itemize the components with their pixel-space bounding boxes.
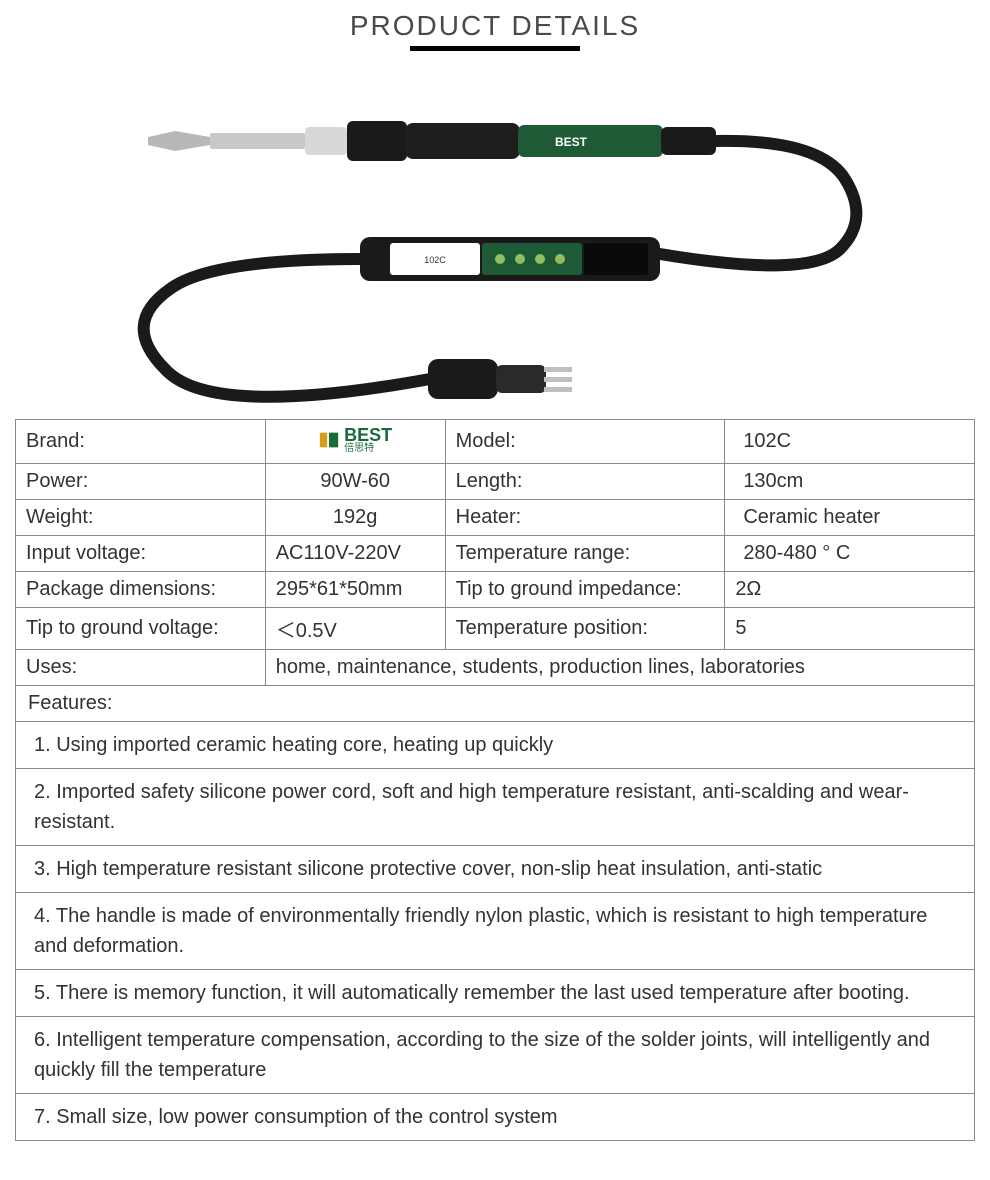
spec-value: AC110V-220V	[265, 536, 445, 572]
spec-row: Input voltage:AC110V-220VTemperature ran…	[16, 536, 975, 572]
svg-text:102C: 102C	[424, 255, 446, 265]
brand-logo-text: BEST	[344, 426, 392, 444]
spec-value: 90W-60	[265, 464, 445, 500]
spec-value: 280-480 ° C	[725, 536, 975, 572]
feature-text: 3. High temperature resistant silicone p…	[16, 846, 975, 893]
feature-text: 6. Intelligent temperature compensation,…	[16, 1017, 975, 1094]
soldering-iron-illustration: BEST 102C	[0, 59, 990, 419]
spec-value: 2Ω	[725, 572, 975, 608]
features-label: Features:	[16, 686, 975, 722]
spec-value: 5	[725, 608, 975, 650]
spec-key: Heater:	[445, 500, 725, 536]
spec-row: Tip to ground voltage:＜0.5VTemperature p…	[16, 608, 975, 650]
feature-text: 4. The handle is made of environmentally…	[16, 893, 975, 970]
spec-key: Input voltage:	[16, 536, 266, 572]
spec-key: Tip to ground impedance:	[445, 572, 725, 608]
feature-text: 1. Using imported ceramic heating core, …	[16, 722, 975, 769]
feature-row: 3. High temperature resistant silicone p…	[16, 846, 975, 893]
uses-row: Uses: home, maintenance, students, produ…	[16, 650, 975, 686]
feature-row: 4. The handle is made of environmentally…	[16, 893, 975, 970]
spec-key: Length:	[445, 464, 725, 500]
spec-value: 130cm	[725, 464, 975, 500]
features-header-row: Features:	[16, 686, 975, 722]
spec-key: Tip to ground voltage:	[16, 608, 266, 650]
spec-table: Brand:BEST倍思特Model:102CPower:90W-60Lengt…	[15, 419, 975, 1141]
feature-row: 2. Imported safety silicone power cord, …	[16, 769, 975, 846]
uses-label: Uses:	[16, 650, 266, 686]
title-underline	[410, 46, 580, 51]
spec-row: Package dimensions:295*61*50mmTip to gro…	[16, 572, 975, 608]
spec-value: Ceramic heater	[725, 500, 975, 536]
page-title: PRODUCT DETAILS	[0, 10, 990, 42]
spec-row: Power:90W-60Length:130cm	[16, 464, 975, 500]
svg-text:BEST: BEST	[555, 135, 588, 149]
spec-row: Weight:192gHeater:Ceramic heater	[16, 500, 975, 536]
spec-value: 102C	[725, 420, 975, 464]
feature-row: 7. Small size, low power consumption of …	[16, 1094, 975, 1141]
spec-value: ＜0.5V	[265, 608, 445, 650]
spec-key: Model:	[445, 420, 725, 464]
uses-value: home, maintenance, students, production …	[265, 650, 974, 686]
spec-key: Package dimensions:	[16, 572, 266, 608]
feature-text: 5. There is memory function, it will aut…	[16, 970, 975, 1017]
spec-key: Weight:	[16, 500, 266, 536]
feature-text: 2. Imported safety silicone power cord, …	[16, 769, 975, 846]
spec-key: Temperature position:	[445, 608, 725, 650]
product-image: BEST 102C	[0, 59, 990, 419]
spec-value: 192g	[265, 500, 445, 536]
brand-logo-icon	[318, 429, 340, 451]
spec-value: 295*61*50mm	[265, 572, 445, 608]
spec-row: Brand: BEST倍思特 Model:102C	[16, 420, 975, 464]
spec-key: Temperature range:	[445, 536, 725, 572]
feature-row: 1. Using imported ceramic heating core, …	[16, 722, 975, 769]
feature-row: 6. Intelligent temperature compensation,…	[16, 1017, 975, 1094]
feature-text: 7. Small size, low power consumption of …	[16, 1094, 975, 1141]
spec-value: BEST倍思特	[265, 420, 445, 464]
feature-row: 5. There is memory function, it will aut…	[16, 970, 975, 1017]
brand-logo: BEST倍思特	[318, 426, 392, 454]
spec-key: Power:	[16, 464, 266, 500]
brand-logo-sub: 倍思特	[344, 444, 374, 454]
spec-key: Brand:	[16, 420, 266, 464]
header: PRODUCT DETAILS	[0, 0, 990, 59]
